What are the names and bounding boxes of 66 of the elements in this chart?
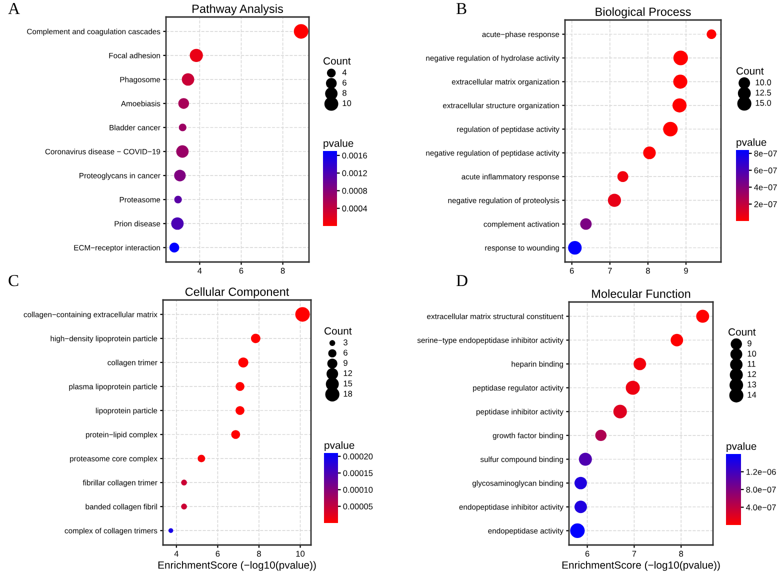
legend-label: 12 <box>344 370 352 376</box>
chart-title: Biological Process <box>596 7 691 18</box>
color-bar-title: pvalue <box>324 139 354 149</box>
legend-label: 15 <box>344 380 352 386</box>
color-bar-label: 0.00020 <box>343 454 373 460</box>
color-bar-label: 0.0012 <box>342 170 367 176</box>
legend-label: 11 <box>748 361 756 367</box>
legend-label: 12 <box>748 371 756 378</box>
color-bar-title: pvalue <box>736 138 766 148</box>
color-bar-label: 0.0004 <box>342 206 368 212</box>
legend-title: Count <box>728 328 756 336</box>
legend-label: 8 <box>342 90 346 96</box>
text: D <box>456 275 468 286</box>
x-tick-label: 8 <box>646 268 650 274</box>
chart-title: Cellular Component <box>185 287 290 298</box>
color-bar-label: 4.0e−07 <box>746 504 776 510</box>
color-bar-label: 8e−07 <box>754 150 777 156</box>
color-bar-title: pvalue <box>324 441 354 451</box>
legend-label: 15.0 <box>756 100 772 106</box>
color-bar-label: 2e−07 <box>754 201 777 208</box>
legend-label: 4 <box>342 70 347 76</box>
legend-title: Count <box>736 67 764 75</box>
x-tick-label: 4 <box>198 268 202 274</box>
legend-label: 13 <box>748 382 756 388</box>
color-bar-label: 0.0008 <box>342 188 367 194</box>
legend-label: 10 <box>342 100 352 106</box>
color-bar-title: pvalue <box>726 442 756 452</box>
legend-label: 10.0 <box>756 79 772 86</box>
chart-title: Pathway Analysis <box>192 4 284 16</box>
chart-title: Molecular Function <box>592 289 690 298</box>
x-axis-title: EnrichmentScore (−log10(pvalue)) <box>562 561 720 571</box>
legend-label: 18 <box>344 390 352 397</box>
color-bar-label: 1.2e−06 <box>746 468 776 475</box>
color-bar-label: 0.00005 <box>343 504 373 510</box>
legend-label: 3 <box>343 339 348 346</box>
x-tick-label: 7 <box>608 268 612 274</box>
x-tick-label: 8 <box>257 550 261 557</box>
x-tick-label: 8 <box>280 268 285 274</box>
legend-title: Count <box>324 327 352 335</box>
legend-label: 9 <box>748 340 752 346</box>
text: A <box>8 3 20 14</box>
legend-label: 12.5 <box>756 90 772 96</box>
color-bar-label: 0.0016 <box>342 152 367 159</box>
x-tick-label: 6 <box>585 550 590 557</box>
color-bar-label: 6e−07 <box>754 167 777 174</box>
color-bar-label: 4e−07 <box>754 184 777 190</box>
x-tick-label: 8 <box>679 550 684 557</box>
legend-label: 10 <box>748 350 756 357</box>
x-tick-label: 10 <box>296 550 305 557</box>
x-tick-label: 6 <box>216 550 220 557</box>
x-tick-label: 9 <box>684 268 688 274</box>
legend-label: 6 <box>344 350 348 356</box>
legend-title: Count <box>324 57 351 65</box>
legend-label: 9 <box>344 360 348 366</box>
x-tick-label: 7 <box>632 550 636 557</box>
color-bar-label: 8.0e−07 <box>746 486 776 493</box>
x-tick-label: 6 <box>239 268 244 274</box>
text: C <box>8 274 18 286</box>
legend-label: 6 <box>342 80 346 86</box>
x-axis-title: EnrichmentScore (−log10(pvalue)) <box>158 561 316 571</box>
legend-label: 14 <box>748 392 756 398</box>
x-tick-label: 6 <box>570 268 574 274</box>
color-bar-label: 0.00015 <box>343 470 373 476</box>
color-bar-label: 0.00010 <box>343 486 373 493</box>
x-tick-label: 4 <box>174 550 178 557</box>
text: B <box>456 3 466 14</box>
